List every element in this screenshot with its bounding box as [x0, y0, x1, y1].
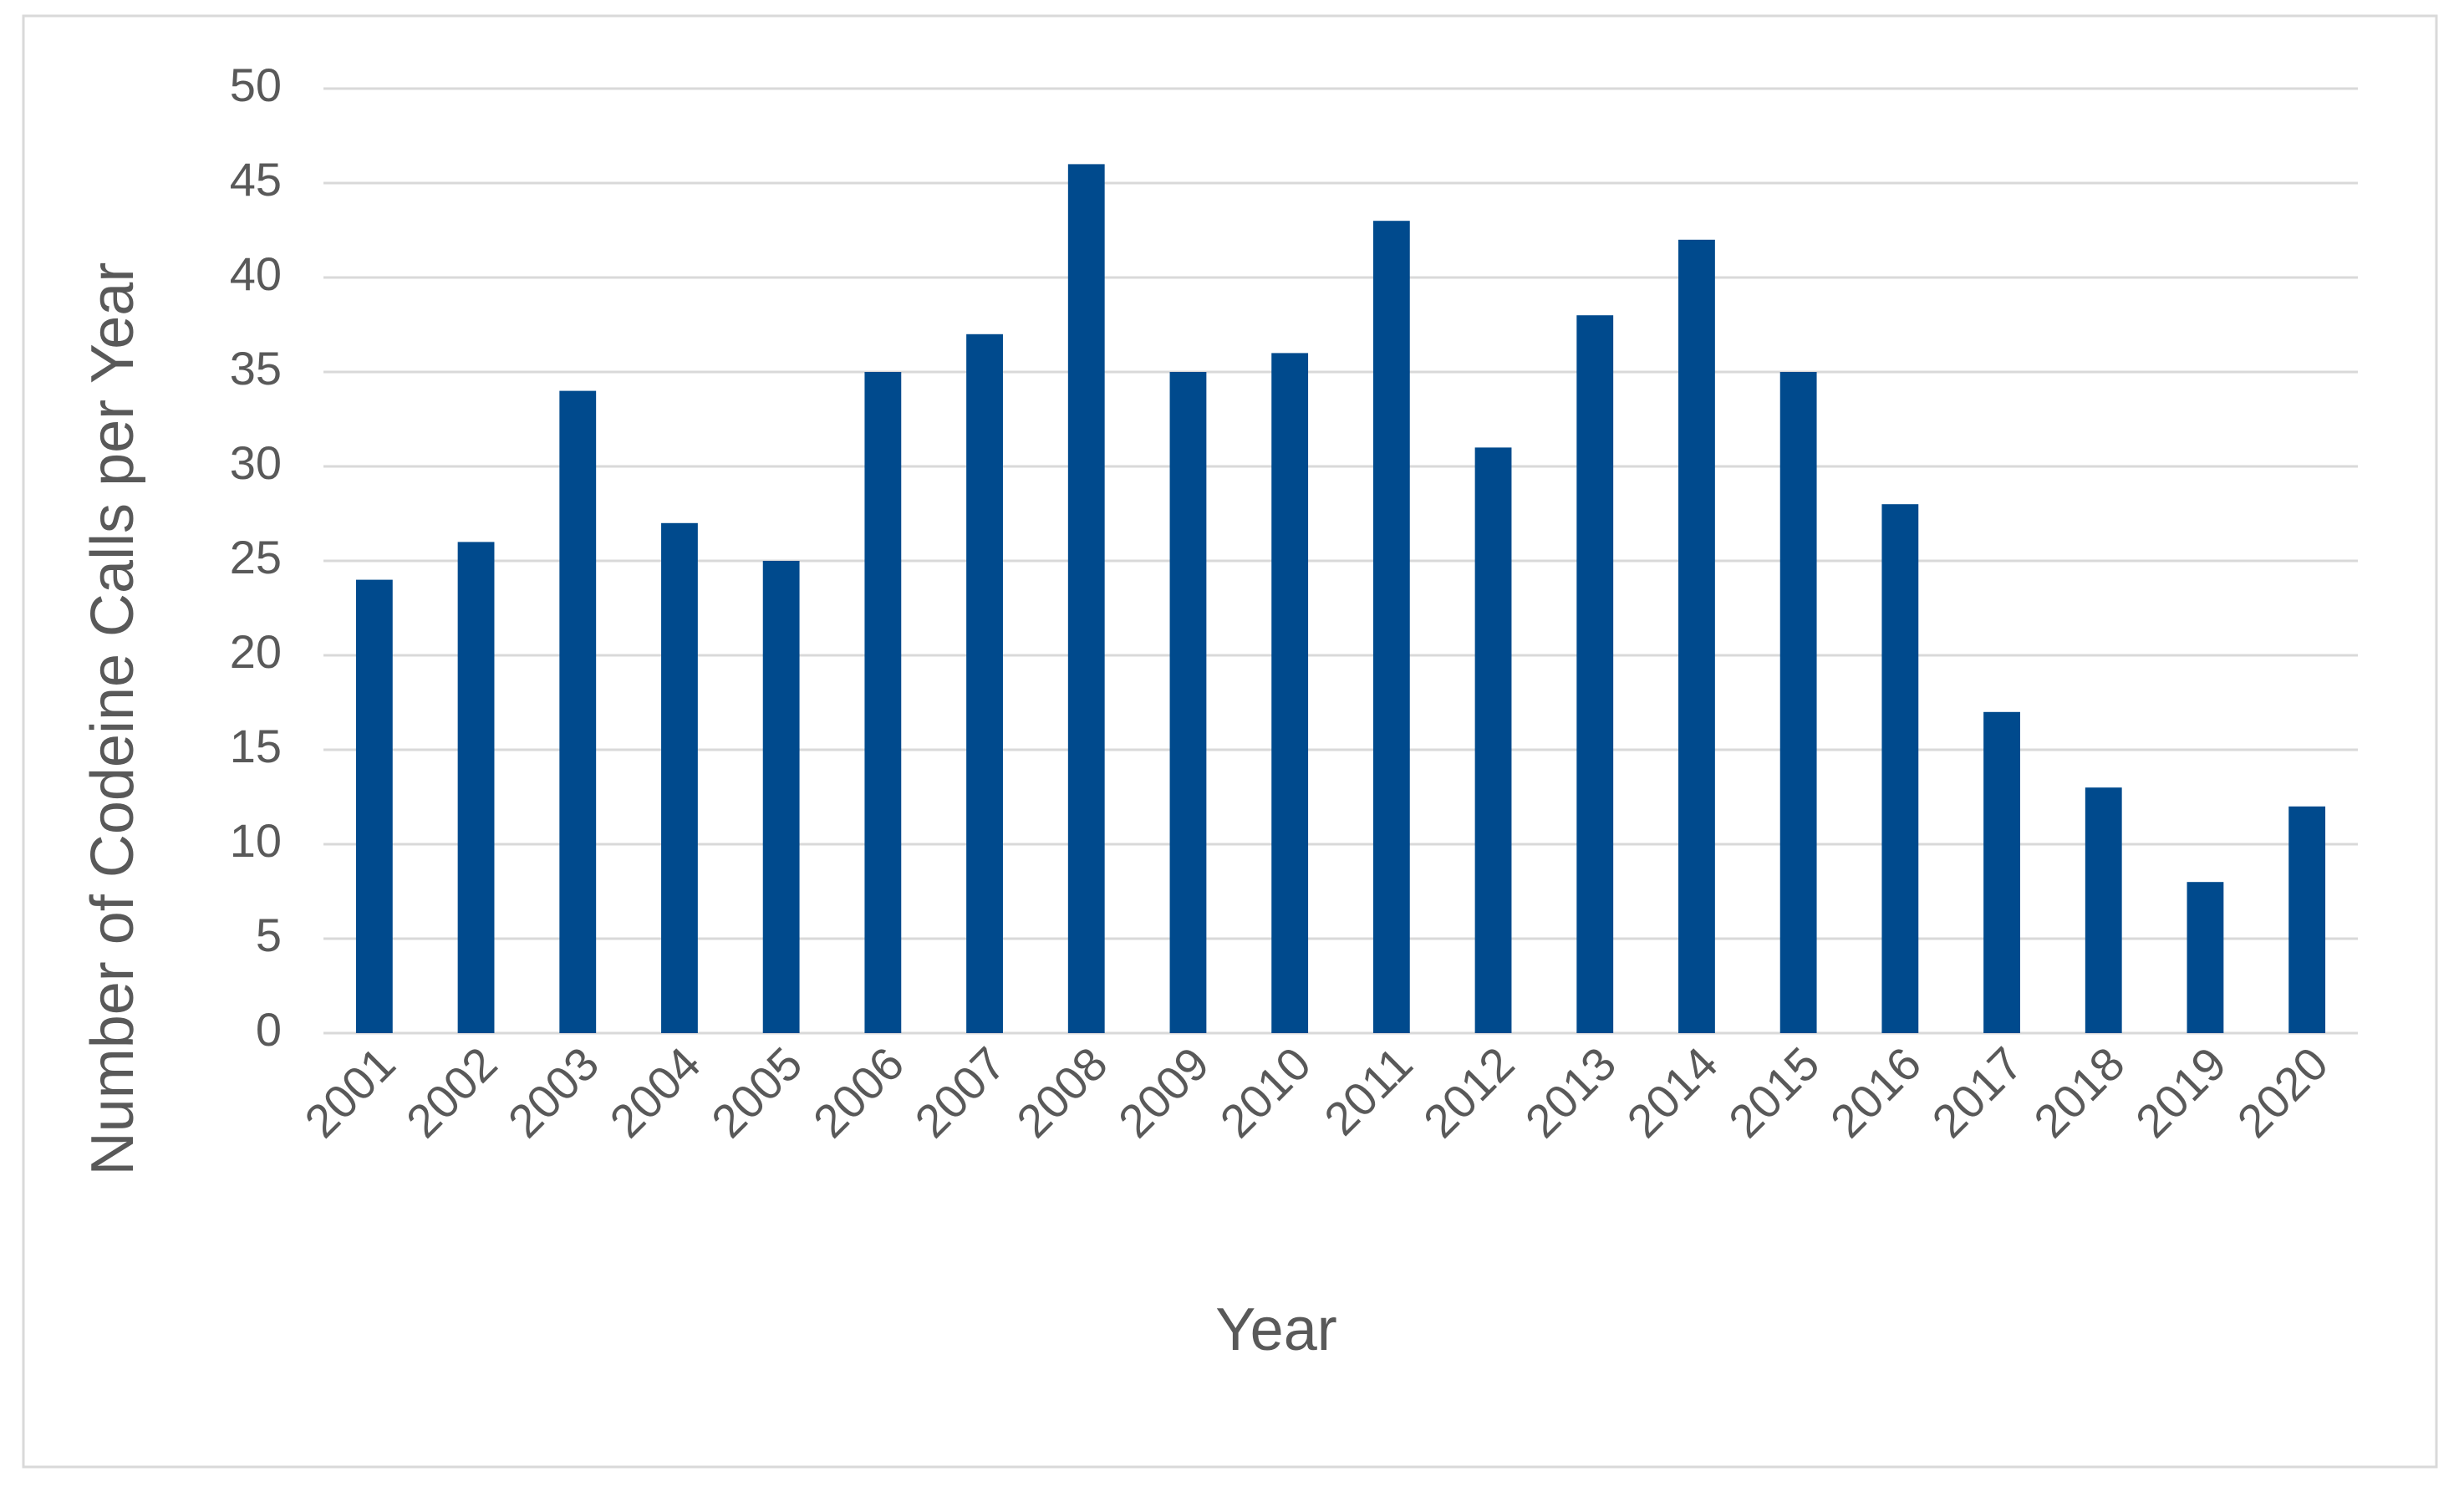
- y-tick-label: 10: [230, 814, 282, 867]
- y-tick-label: 25: [230, 531, 282, 583]
- y-tick-label: 15: [230, 720, 282, 772]
- y-axis-title: Number of Codeine Calls per Year: [79, 262, 146, 1176]
- y-tick-label: 40: [230, 247, 282, 300]
- bar: [661, 522, 698, 1033]
- bar: [1678, 239, 1715, 1033]
- x-axis-title: Year: [1215, 1296, 1336, 1363]
- y-tick-label: 50: [230, 59, 282, 111]
- bar: [1779, 372, 1817, 1033]
- bar: [864, 372, 902, 1033]
- bar: [2288, 806, 2326, 1033]
- bar: [1372, 221, 1410, 1033]
- bar: [1271, 353, 1309, 1033]
- bar: [1169, 372, 1207, 1033]
- bar: [1881, 504, 1919, 1033]
- bar: [559, 390, 597, 1034]
- y-tick-label: 5: [256, 909, 282, 961]
- y-tick-label: 20: [230, 625, 282, 678]
- y-tick-label: 30: [230, 436, 282, 489]
- bar: [1474, 447, 1512, 1033]
- bar: [762, 561, 800, 1033]
- bar: [1576, 315, 1614, 1033]
- y-tick-label: 0: [256, 1003, 282, 1056]
- bar: [2187, 882, 2224, 1033]
- bar: [1983, 711, 2020, 1033]
- y-tick-label: 35: [230, 342, 282, 395]
- bar: [1067, 164, 1105, 1033]
- chart-frame: [22, 14, 2438, 1469]
- bar: [355, 579, 393, 1033]
- bar: [966, 334, 1003, 1033]
- bar: [457, 542, 495, 1033]
- bar: [2085, 787, 2122, 1033]
- y-tick-label: 45: [230, 153, 282, 206]
